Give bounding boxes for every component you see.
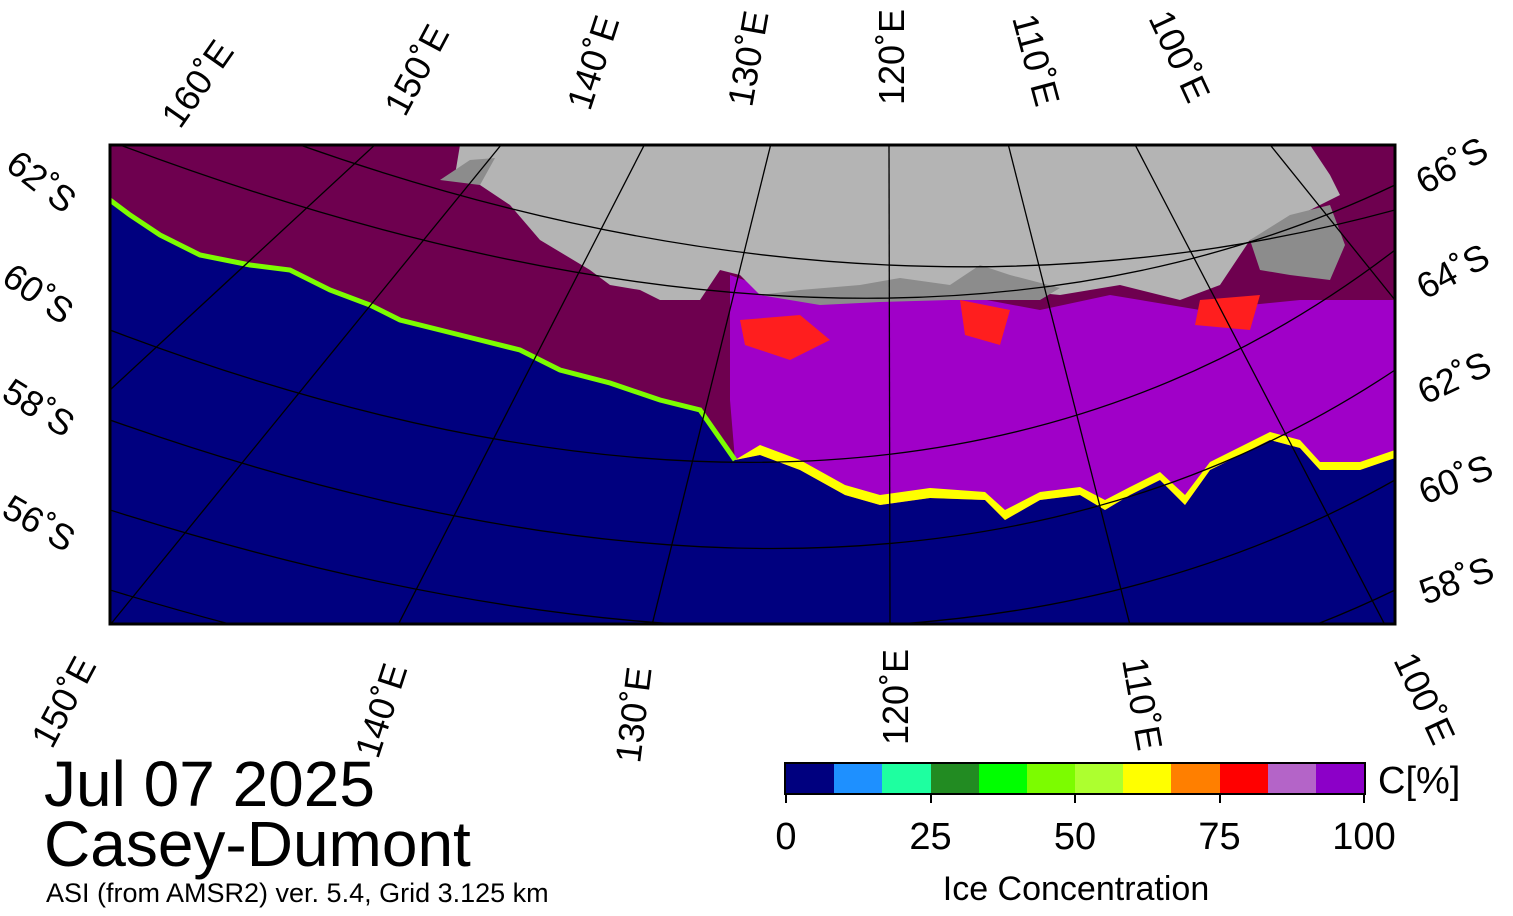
latitude-line	[119, 145, 1395, 299]
right-latitude-label: 58˚S	[1414, 548, 1499, 613]
bottom-longitude-label: 130˚E	[607, 665, 659, 765]
colorbar-segment	[978, 764, 1027, 793]
bottom-longitude-label: 120˚E	[875, 649, 916, 745]
meridian-line	[888, 145, 891, 624]
colorbar-segment	[1171, 764, 1220, 793]
date-label: Jul 07 2025	[44, 748, 375, 820]
region-label: Casey-Dumont	[44, 808, 471, 880]
left-latitude-label: 62˚S	[0, 142, 84, 221]
colorbar-unit: C[%]	[1378, 760, 1461, 802]
meridian-line	[1134, 145, 1386, 624]
top-longitude-label: 140˚E	[559, 10, 628, 114]
right-latitude-label: 64˚S	[1410, 235, 1496, 307]
colorbar-tick	[1363, 793, 1365, 803]
meridian-line	[651, 145, 772, 624]
bottom-longitude-label: 100˚E	[1386, 646, 1464, 750]
top-longitude-label: 160˚E	[153, 32, 242, 134]
ice-edge-red	[740, 295, 1260, 360]
colorbar-segment	[1219, 764, 1268, 793]
meridian-line	[1269, 145, 1395, 301]
top-longitude-label: 120˚E	[871, 9, 912, 105]
colorbar-tick-label: 0	[775, 816, 797, 858]
colorbar-title: Ice Concentration	[942, 870, 1210, 908]
colorbar-tick-label: 50	[1053, 816, 1097, 858]
colorbar-tick-label: 75	[1198, 816, 1241, 858]
latitude-line	[110, 369, 1395, 550]
colorbar-tick-label: 100	[1332, 816, 1396, 858]
colorbar-segment	[1315, 764, 1365, 793]
top-longitude-label: 130˚E	[720, 8, 777, 110]
latitude-line	[299, 145, 1395, 268]
colorbar-tick	[1218, 793, 1221, 803]
bottom-longitude-label: 150˚E	[23, 650, 104, 754]
colorbar-segment	[786, 764, 835, 793]
meridian-line	[1007, 145, 1131, 624]
map-frame	[108, 143, 1397, 626]
left-latitude-label: 56˚S	[0, 486, 82, 560]
map-area	[110, 145, 1395, 624]
right-latitude-label: 66˚S	[1409, 128, 1495, 202]
colorbar-tick-label: 25	[909, 816, 952, 858]
bottom-longitude-label: 110˚E	[1114, 654, 1171, 753]
colorbar-tick	[785, 793, 787, 803]
latitude-line	[110, 479, 1395, 624]
colorbar-segment	[1075, 764, 1124, 793]
meridian-line	[110, 145, 502, 624]
colorbar-segment	[882, 764, 931, 793]
top-longitude-label: 150˚E	[376, 18, 457, 122]
colorbar-segment	[930, 764, 979, 793]
colorbar-tick	[1074, 793, 1076, 803]
colorbar	[784, 762, 1366, 795]
top-longitude-label: 100˚E	[1141, 4, 1219, 108]
top-longitude-label: 110˚E	[1004, 9, 1068, 110]
colorbar-segment	[1123, 764, 1172, 793]
meridian-line	[1309, 145, 1310, 146]
graticule	[110, 145, 1395, 624]
antarctic-land	[455, 145, 1340, 300]
coastline-ice-edge	[110, 198, 738, 462]
ice-edge-yellow	[735, 432, 1395, 520]
colorbar-segment	[834, 764, 883, 793]
left-latitude-label: 58˚S	[0, 370, 82, 445]
colorbar-segment	[1026, 764, 1076, 793]
colorbar-tick	[929, 793, 932, 803]
colorbar-segment	[1267, 764, 1316, 793]
bottom-longitude-label: 140˚E	[347, 658, 416, 762]
meridian-line	[397, 145, 646, 624]
meridian-line	[110, 145, 376, 391]
source-label: ASI (from AMSR2) ver. 5.4, Grid 3.125 km	[46, 878, 549, 908]
left-latitude-label: 60˚S	[0, 255, 81, 332]
right-latitude-label: 60˚S	[1413, 446, 1499, 513]
right-latitude-label: 62˚S	[1411, 343, 1497, 412]
